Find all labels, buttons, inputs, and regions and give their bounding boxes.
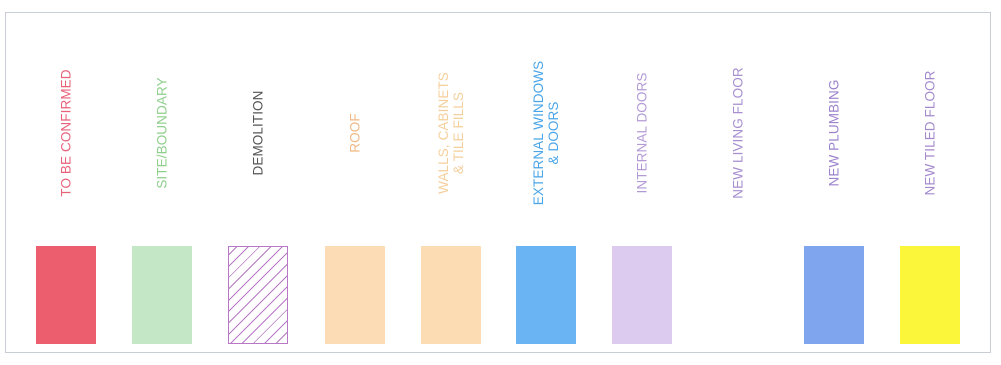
swatch-walls-cabinets-tile-fills [421, 246, 481, 344]
legend-item-new-plumbing: NEW PLUMBING [799, 13, 869, 354]
legend-label-roof: ROOF [347, 113, 363, 153]
legend-label-demolition: DEMOLITION [250, 90, 266, 176]
swatch-external-windows-doors [516, 246, 576, 344]
legend-label-walls-cabinets-tile-fills: WALLS, CABINETS & TILE FILLS [436, 72, 466, 194]
legend-item-site-boundary: SITE/BOUNDARY [127, 13, 197, 354]
legend-item-new-tiled-floor: NEW TILED FLOOR [895, 13, 965, 354]
swatch-new-tiled-floor [900, 246, 960, 344]
swatch-site-boundary [132, 246, 192, 344]
legend-item-walls-cabinets-tile-fills: WALLS, CABINETS & TILE FILLS [416, 13, 486, 354]
legend-item-demolition: DEMOLITION [223, 13, 293, 354]
legend-label-site-boundary: SITE/BOUNDARY [154, 77, 170, 189]
legend-label-to-be-confirmed: TO BE CONFIRMED [58, 69, 74, 197]
legend-frame: TO BE CONFIRMED SITE/BOUNDARY DEMOLITION… [5, 12, 991, 353]
swatch-new-living-floor [708, 246, 768, 344]
swatch-internal-doors [612, 246, 672, 344]
legend-item-internal-doors: INTERNAL DOORS [607, 13, 677, 354]
legend-item-new-living-floor: NEW LIVING FLOOR [703, 13, 773, 354]
legend-item-external-windows-doors: EXTERNAL WINDOWS & DOORS [511, 13, 581, 354]
swatch-roof [325, 246, 385, 344]
legend-label-external-windows-doors: EXTERNAL WINDOWS & DOORS [531, 60, 561, 206]
legend-label-internal-doors: INTERNAL DOORS [634, 72, 650, 194]
legend-label-new-tiled-floor: NEW TILED FLOOR [922, 70, 938, 196]
swatch-new-plumbing [804, 246, 864, 344]
legend-item-to-be-confirmed: TO BE CONFIRMED [31, 13, 101, 354]
legend-label-new-plumbing: NEW PLUMBING [826, 79, 842, 187]
legend-label-new-living-floor: NEW LIVING FLOOR [730, 67, 746, 199]
swatch-to-be-confirmed [36, 246, 96, 344]
swatch-demolition [228, 246, 288, 344]
legend-item-roof: ROOF [320, 13, 390, 354]
